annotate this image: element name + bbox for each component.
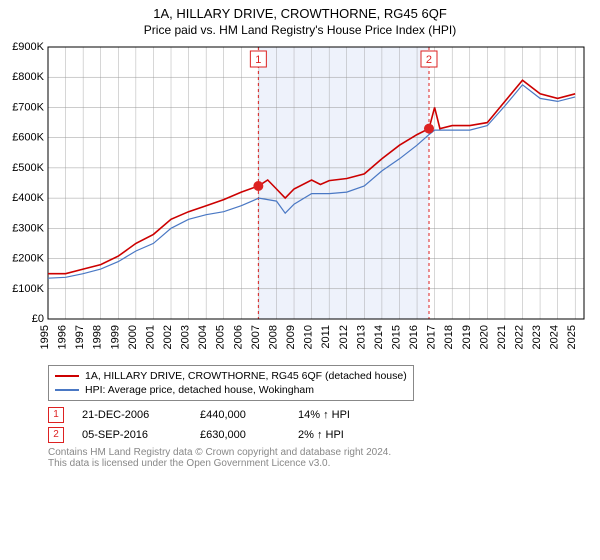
chart-title: 1A, HILLARY DRIVE, CROWTHORNE, RG45 6QF [0, 0, 600, 21]
svg-text:2025: 2025 [566, 325, 578, 349]
svg-text:£200K: £200K [12, 253, 44, 265]
svg-text:1997: 1997 [74, 325, 86, 349]
svg-text:2009: 2009 [285, 325, 297, 349]
event-date-2: 05-SEP-2016 [82, 429, 182, 441]
attribution: Contains HM Land Registry data © Crown c… [48, 447, 588, 469]
svg-text:2015: 2015 [390, 325, 402, 349]
svg-text:2006: 2006 [232, 325, 244, 349]
svg-text:2018: 2018 [443, 325, 455, 349]
svg-text:£400K: £400K [12, 192, 44, 204]
plot-area: £0£100K£200K£300K£400K£500K£600K£700K£80… [48, 41, 588, 361]
chart-subtitle: Price paid vs. HM Land Registry's House … [0, 21, 600, 41]
svg-text:2007: 2007 [250, 325, 262, 349]
legend-label-property: 1A, HILLARY DRIVE, CROWTHORNE, RG45 6QF … [85, 369, 407, 383]
event-pct-2: 2% ↑ HPI [298, 429, 344, 441]
svg-text:2012: 2012 [338, 325, 350, 349]
svg-text:2004: 2004 [197, 325, 209, 349]
svg-text:2017: 2017 [426, 325, 438, 349]
legend-swatch-hpi [55, 389, 79, 391]
svg-text:2014: 2014 [373, 325, 385, 349]
svg-text:2023: 2023 [531, 325, 543, 349]
event-pct-1: 14% ↑ HPI [298, 409, 350, 421]
line-chart-svg: £0£100K£200K£300K£400K£500K£600K£700K£80… [48, 41, 588, 361]
legend-label-hpi: HPI: Average price, detached house, Woki… [85, 383, 314, 397]
svg-text:1999: 1999 [109, 325, 121, 349]
legend: 1A, HILLARY DRIVE, CROWTHORNE, RG45 6QF … [48, 365, 414, 401]
svg-text:2016: 2016 [408, 325, 420, 349]
svg-text:2002: 2002 [162, 325, 174, 349]
event-marker-2: 2 [48, 427, 64, 443]
svg-text:1998: 1998 [92, 325, 104, 349]
event-list: 1 21-DEC-2006 £440,000 14% ↑ HPI 2 05-SE… [48, 407, 588, 443]
svg-text:1: 1 [255, 54, 261, 66]
svg-text:2011: 2011 [320, 325, 332, 349]
svg-text:£600K: £600K [12, 132, 44, 144]
attribution-line-1: Contains HM Land Registry data © Crown c… [48, 447, 588, 458]
legend-item-property: 1A, HILLARY DRIVE, CROWTHORNE, RG45 6QF … [55, 369, 407, 383]
svg-text:£500K: £500K [12, 162, 44, 174]
event-price-2: £630,000 [200, 429, 280, 441]
svg-text:2013: 2013 [355, 325, 367, 349]
svg-text:2003: 2003 [180, 325, 192, 349]
chart-container: 1A, HILLARY DRIVE, CROWTHORNE, RG45 6QF … [0, 0, 600, 560]
svg-text:2: 2 [426, 54, 432, 66]
legend-item-hpi: HPI: Average price, detached house, Woki… [55, 383, 407, 397]
event-price-1: £440,000 [200, 409, 280, 421]
svg-text:2021: 2021 [496, 325, 508, 349]
svg-text:2020: 2020 [478, 325, 490, 349]
svg-text:£800K: £800K [12, 71, 44, 83]
svg-text:1996: 1996 [57, 325, 69, 349]
svg-text:2024: 2024 [549, 325, 561, 349]
event-date-1: 21-DEC-2006 [82, 409, 182, 421]
svg-text:2001: 2001 [144, 325, 156, 349]
svg-text:2022: 2022 [513, 325, 525, 349]
svg-text:2008: 2008 [267, 325, 279, 349]
svg-text:£0: £0 [32, 313, 44, 325]
svg-text:2010: 2010 [303, 325, 315, 349]
svg-text:£900K: £900K [12, 41, 44, 53]
svg-text:£700K: £700K [12, 101, 44, 113]
svg-text:2005: 2005 [215, 325, 227, 349]
svg-text:2000: 2000 [127, 325, 139, 349]
svg-text:£300K: £300K [12, 222, 44, 234]
attribution-line-2: This data is licensed under the Open Gov… [48, 458, 588, 469]
event-row-2: 2 05-SEP-2016 £630,000 2% ↑ HPI [48, 427, 588, 443]
event-marker-1: 1 [48, 407, 64, 423]
svg-text:1995: 1995 [39, 325, 51, 349]
svg-text:£100K: £100K [12, 283, 44, 295]
legend-swatch-property [55, 375, 79, 377]
event-row-1: 1 21-DEC-2006 £440,000 14% ↑ HPI [48, 407, 588, 423]
svg-text:2019: 2019 [461, 325, 473, 349]
